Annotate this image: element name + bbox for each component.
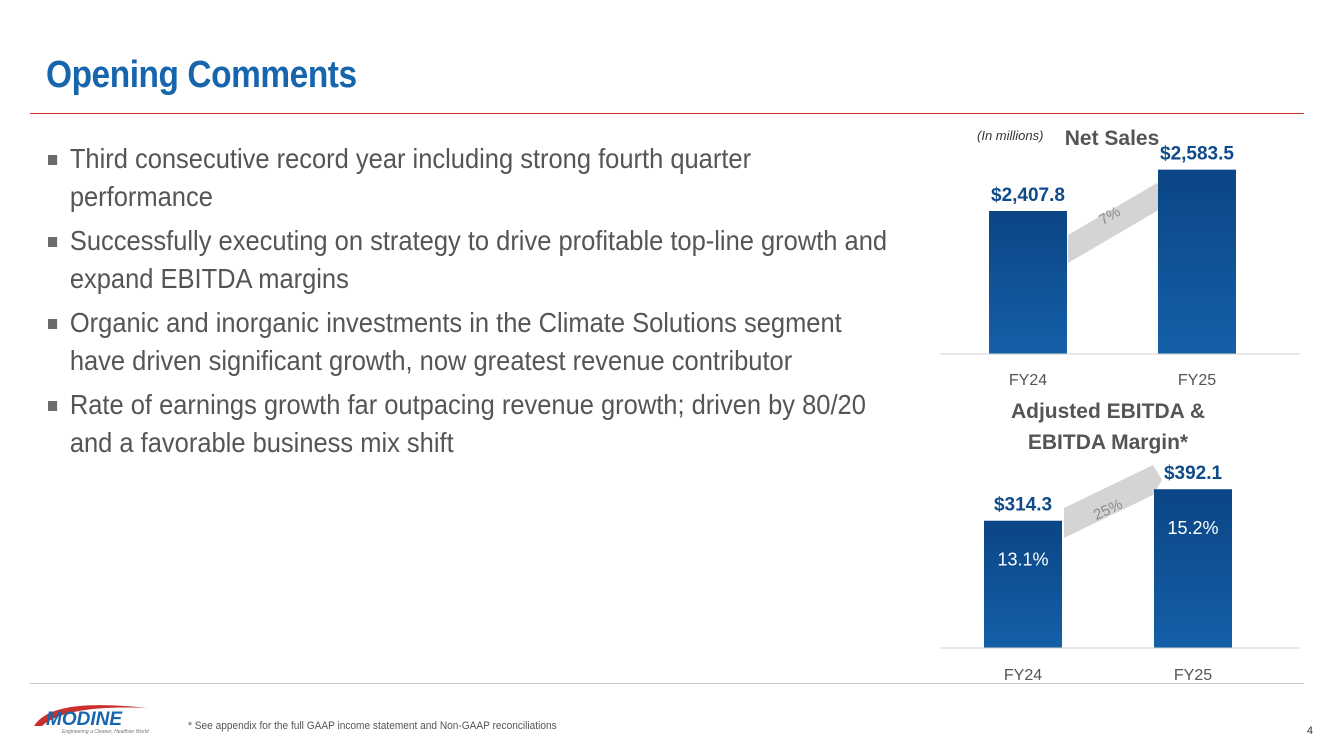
title-divider <box>30 113 1304 114</box>
value-label-fy25: $2,583.5 <box>1160 144 1234 165</box>
square-bullet-icon <box>48 319 58 329</box>
bullet-list: Third consecutive record year including … <box>48 140 908 468</box>
company-logo: MODINE Engineering a Cleaner, Healthier … <box>30 700 160 736</box>
value-label-fy24: $314.3 <box>994 495 1052 516</box>
x-tick-fy25: FY25 <box>1178 372 1216 389</box>
net-sales-chart-svg: (In millions) Net Sales 7% $2,407.8 $2,5… <box>940 127 1300 389</box>
svg-text:Engineering a Cleaner, Healthi: Engineering a Cleaner, Healthier World <box>62 729 149 735</box>
page-title: Opening Comments <box>46 54 357 96</box>
x-tick-fy24: FY24 <box>1004 667 1042 684</box>
unit-note: (In millions) <box>977 128 1043 143</box>
x-tick-fy25: FY25 <box>1174 667 1212 684</box>
bullet-item: Organic and inorganic investments in the… <box>48 304 889 380</box>
bullet-item: Successfully executing on strategy to dr… <box>48 222 889 298</box>
growth-arrow-head <box>1153 465 1162 495</box>
bar-fy24 <box>989 210 1067 354</box>
value-label-fy24: $2,407.8 <box>991 185 1065 206</box>
margin-label-fy25: 15.2% <box>1167 518 1218 538</box>
footer-divider <box>30 683 1304 684</box>
chart-title: Net Sales <box>1065 127 1160 150</box>
modine-logo-icon: MODINE Engineering a Cleaner, Healthier … <box>34 705 149 735</box>
svg-text:MODINE: MODINE <box>46 709 123 730</box>
value-label-fy25: $392.1 <box>1164 463 1223 484</box>
logo-swoosh <box>34 705 148 726</box>
chart-title-line-2: EBITDA Margin* <box>1028 431 1189 454</box>
square-bullet-icon <box>48 237 58 247</box>
bullet-item: Rate of earnings growth far outpacing re… <box>48 386 889 462</box>
ebitda-chart-svg: Adjusted EBITDA & EBITDA Margin* 25% $31… <box>940 400 1300 684</box>
page-number: 4 <box>1306 725 1313 737</box>
ebitda-chart: Adjusted EBITDA & EBITDA Margin* 25% $31… <box>930 393 1310 685</box>
chart-title-line-1: Adjusted EBITDA & <box>1011 400 1205 423</box>
bar-fy25 <box>1158 169 1236 354</box>
footnote: * See appendix for the full GAAP income … <box>188 720 557 732</box>
growth-arrow <box>1068 183 1157 263</box>
x-tick-fy24: FY24 <box>1009 372 1047 389</box>
square-bullet-icon <box>48 155 58 165</box>
bar-fy25 <box>1154 489 1232 648</box>
bar-fy24 <box>984 520 1062 648</box>
square-bullet-icon <box>48 401 58 411</box>
margin-label-fy24: 13.1% <box>997 550 1048 570</box>
growth-arrow <box>1064 465 1153 538</box>
net-sales-chart: (In millions) Net Sales 7% $2,407.8 $2,5… <box>930 118 1310 393</box>
bullet-item: Third consecutive record year including … <box>48 140 889 216</box>
